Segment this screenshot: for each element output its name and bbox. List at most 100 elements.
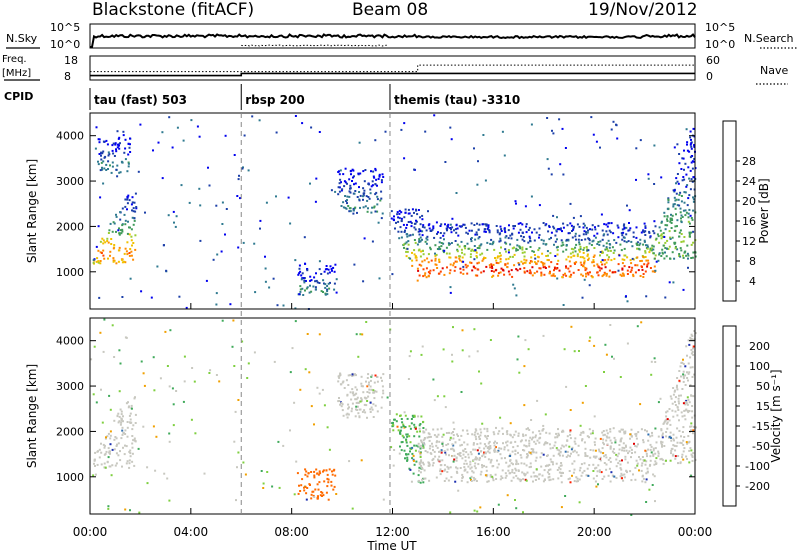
heatmap-cell xyxy=(98,153,101,155)
heatmap-cell xyxy=(664,296,667,299)
heatmap-cell xyxy=(645,259,648,262)
heatmap-cell xyxy=(642,441,645,444)
heatmap-cell xyxy=(113,438,116,441)
heatmap-cell xyxy=(603,223,606,226)
heatmap-cell xyxy=(492,274,495,277)
heatmap-cell xyxy=(134,440,137,443)
heatmap-cell xyxy=(403,246,405,249)
heatmap-cell xyxy=(601,478,604,480)
heatmap-cell xyxy=(663,421,666,424)
heatmap-cell xyxy=(592,259,595,262)
heatmap-cell xyxy=(313,276,316,279)
heatmap-cell xyxy=(346,195,349,198)
heatmap-cell xyxy=(674,199,677,202)
heatmap-cell xyxy=(399,430,402,433)
heatmap-cell xyxy=(443,249,446,252)
heatmap-cell xyxy=(674,247,677,250)
heatmap-cell xyxy=(237,246,240,249)
heatmap-cell xyxy=(168,499,171,502)
heatmap-cell xyxy=(351,168,354,171)
heatmap-cell xyxy=(377,221,380,224)
heatmap-cell xyxy=(109,254,111,257)
heatmap-cell xyxy=(496,442,498,445)
x-tick-label: 08:00 xyxy=(274,525,309,539)
heatmap-cell xyxy=(459,444,462,447)
heatmap-cell xyxy=(476,457,479,460)
heatmap-cell xyxy=(500,475,503,478)
heatmap-cell xyxy=(419,423,422,425)
heatmap-cell xyxy=(328,468,331,471)
heatmap-cell xyxy=(403,231,406,233)
heatmap-cell xyxy=(587,474,590,477)
heatmap-cell xyxy=(589,271,591,274)
heatmap-cell xyxy=(544,267,547,269)
heatmap-cell xyxy=(605,274,608,277)
heatmap-cell xyxy=(98,448,101,451)
heatmap-cell xyxy=(408,467,411,470)
heatmap-cell xyxy=(532,471,535,474)
heatmap-cell xyxy=(515,474,518,477)
heatmap-cell xyxy=(282,444,285,447)
heatmap-cell xyxy=(501,268,504,271)
heatmap-cell xyxy=(456,243,459,246)
heatmap-cell xyxy=(530,256,533,259)
heatmap-cell xyxy=(598,470,601,473)
heatmap-cell xyxy=(687,409,689,412)
heatmap-cell xyxy=(99,331,102,334)
heatmap-cell xyxy=(323,404,326,407)
heatmap-cell xyxy=(458,452,461,455)
heatmap-cell xyxy=(581,296,584,299)
heatmap-cell xyxy=(482,270,485,273)
heatmap-cell xyxy=(454,480,457,483)
heatmap-cell xyxy=(277,440,280,443)
heatmap-cell xyxy=(560,474,563,477)
heatmap-cell xyxy=(339,403,342,406)
colorbar-tick-label: 4 xyxy=(749,275,756,288)
heatmap-cell xyxy=(675,386,678,389)
heatmap-cell xyxy=(324,293,327,296)
heatmap-cell xyxy=(131,209,133,212)
heatmap-cell xyxy=(326,485,329,488)
heatmap-cell xyxy=(332,266,335,269)
heatmap-cell xyxy=(615,458,618,461)
heatmap-cell xyxy=(530,419,533,421)
plot-title: Blackstone (fitACF) xyxy=(92,0,254,20)
heatmap-cell xyxy=(487,445,490,448)
heatmap-cell xyxy=(409,350,412,353)
heatmap-cell xyxy=(96,463,99,466)
heatmap-cell xyxy=(182,400,185,403)
heatmap-cell xyxy=(434,259,437,262)
heatmap-cell xyxy=(370,170,372,173)
heatmap-cell xyxy=(146,466,149,469)
heatmap-cell xyxy=(427,432,430,435)
heatmap-cell xyxy=(563,348,566,351)
heatmap-cell xyxy=(422,427,425,429)
heatmap-cell xyxy=(489,474,492,477)
heatmap-cell xyxy=(674,404,677,406)
heatmap-cell xyxy=(528,439,531,442)
heatmap-cell xyxy=(354,190,357,192)
heatmap-cell xyxy=(428,479,431,482)
heatmap-cell xyxy=(608,436,611,439)
heatmap-cell xyxy=(501,427,504,430)
heatmap-cell xyxy=(542,334,545,337)
heatmap-cell xyxy=(458,245,461,248)
heatmap-cell xyxy=(476,449,479,452)
heatmap-cell xyxy=(460,434,463,437)
heatmap-cell xyxy=(310,279,313,282)
heatmap-cell xyxy=(529,451,532,454)
heatmap-cell xyxy=(396,213,399,216)
heatmap-cell xyxy=(436,435,439,438)
heatmap-cell xyxy=(652,447,655,450)
heatmap-cell xyxy=(115,150,118,153)
heatmap-cell xyxy=(532,250,535,253)
heatmap-cell xyxy=(242,166,244,169)
heatmap-cell xyxy=(479,442,482,445)
heatmap-cell xyxy=(497,262,500,265)
heatmap-cell xyxy=(133,397,136,400)
heatmap-cell xyxy=(363,237,366,240)
heatmap-cell xyxy=(524,205,527,208)
heatmap-cell xyxy=(406,456,409,459)
heatmap-cell xyxy=(447,223,450,226)
heatmap-cell xyxy=(445,477,448,480)
